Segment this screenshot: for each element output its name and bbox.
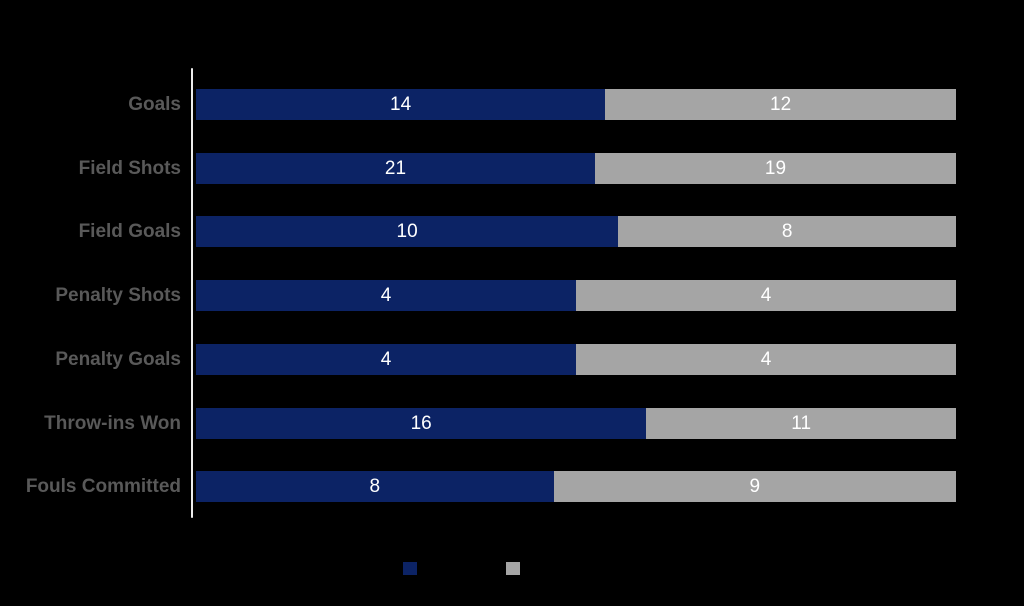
stacked-bar: 14 12 [196, 89, 956, 120]
value-label-series2: 19 [764, 157, 787, 179]
bar-segment-series1: 4 [196, 280, 576, 311]
bar-segment-series2: 4 [576, 280, 956, 311]
bar-row: Throw-ins Won 16 11 [0, 408, 1024, 439]
value-label-series1: 16 [410, 412, 432, 434]
value-label-series1: 14 [390, 93, 412, 115]
stacked-bar: 16 11 [196, 408, 956, 439]
bar-row: Penalty Shots 4 4 [0, 280, 1024, 311]
stacked-bar: 4 4 [196, 344, 956, 375]
bar-segment-series2: 4 [576, 344, 956, 375]
value-label-series1: 4 [380, 284, 392, 306]
bar-segment-series1: 21 [196, 153, 595, 184]
value-label-series1: 4 [380, 348, 392, 370]
bar-row: Penalty Goals 4 4 [0, 344, 1024, 375]
stacked-bar: 21 19 [196, 153, 956, 184]
bar-row: Field Shots 21 19 [0, 153, 1024, 184]
value-label-series2: 11 [791, 412, 812, 434]
stacked-bar: 4 4 [196, 280, 956, 311]
value-label-series2: 12 [770, 93, 792, 115]
value-label-series2: 9 [749, 475, 761, 497]
bar-row: Fouls Committed 8 9 [0, 471, 1024, 502]
stacked-bar: 8 9 [196, 471, 956, 502]
bar-row: Goals 14 12 [0, 89, 1024, 120]
category-label: Throw-ins Won [44, 413, 181, 434]
y-axis-line [191, 68, 193, 518]
value-label-series2: 8 [781, 220, 793, 242]
category-label: Field Goals [78, 221, 181, 242]
bar-segment-series1: 8 [196, 471, 554, 502]
bar-segment-series2: 11 [646, 408, 956, 439]
bar-segment-series2: 8 [618, 216, 956, 247]
legend [0, 562, 1024, 576]
value-label-series1: 8 [369, 475, 381, 497]
bar-segment-series2: 19 [595, 153, 956, 184]
category-label: Field Shots [78, 158, 181, 179]
value-label-series1: 10 [396, 220, 418, 242]
category-label: Penalty Goals [55, 349, 181, 370]
legend-swatch-series1 [403, 562, 417, 575]
bar-segment-series2: 12 [605, 89, 956, 120]
bar-segment-series1: 16 [196, 408, 647, 439]
value-label-series1: 21 [384, 157, 407, 179]
category-label: Goals [128, 94, 181, 115]
value-label-series2: 4 [760, 284, 772, 306]
legend-swatch-series2 [506, 562, 520, 575]
category-label: Penalty Shots [55, 285, 181, 306]
bar-segment-series2: 9 [553, 471, 956, 502]
value-label-series2: 4 [760, 348, 772, 370]
stacked-bar: 10 8 [196, 216, 956, 247]
bar-row: Field Goals 10 8 [0, 216, 1024, 247]
bar-segment-series1: 10 [196, 216, 619, 247]
bar-segment-series1: 14 [196, 89, 606, 120]
category-label: Fouls Committed [25, 476, 181, 497]
bar-segment-series1: 4 [196, 344, 576, 375]
